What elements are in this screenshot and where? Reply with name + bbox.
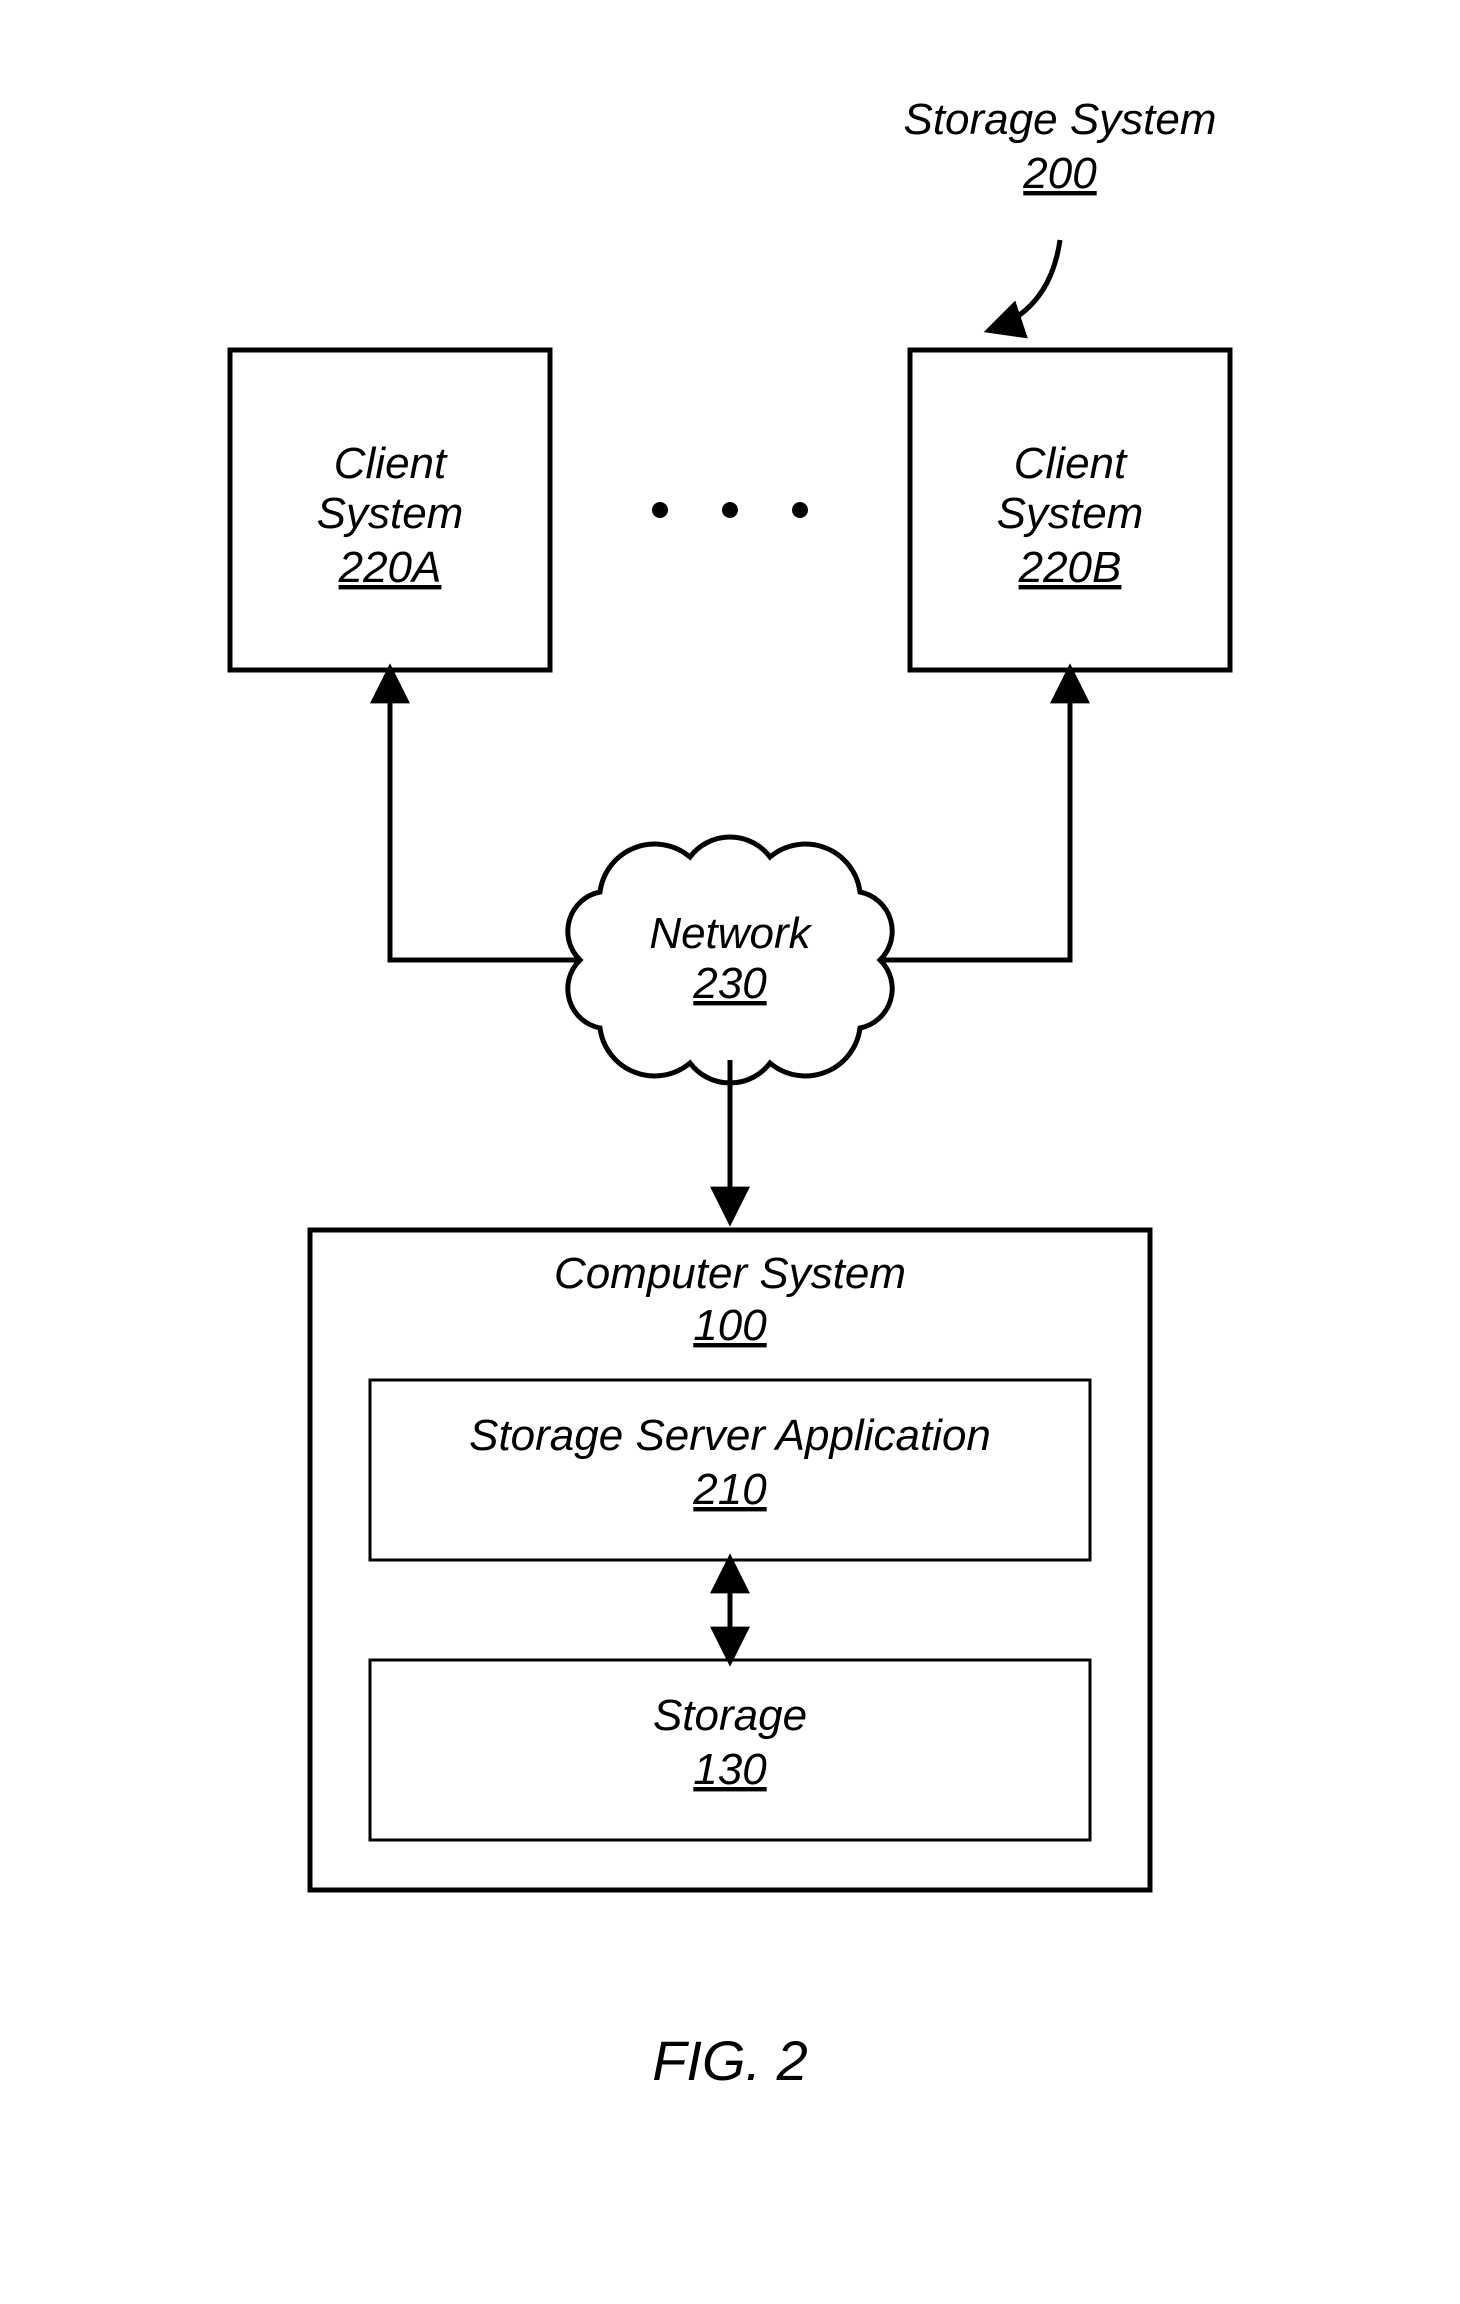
client-b-ref: 220B xyxy=(1018,543,1122,592)
computer-system-ref: 100 xyxy=(693,1301,767,1350)
network-ref: 230 xyxy=(692,959,767,1008)
ellipsis-dot-1 xyxy=(652,502,668,518)
title-ref: 200 xyxy=(1022,149,1097,198)
figure-caption: FIG. 2 xyxy=(652,2029,808,2092)
storage-ref: 130 xyxy=(693,1745,767,1794)
ellipsis-dot-2 xyxy=(722,502,738,518)
network-label: Network xyxy=(649,909,812,958)
client-a-line1: Client xyxy=(334,439,448,488)
storage-label: Storage xyxy=(653,1691,807,1740)
computer-system-label: Computer System xyxy=(554,1249,906,1298)
client-a-line2: System xyxy=(317,489,464,538)
title-line1: Storage System xyxy=(903,95,1216,144)
client-b-line1: Client xyxy=(1014,439,1128,488)
client-b-line2: System xyxy=(997,489,1144,538)
storage-server-app-ref: 210 xyxy=(692,1465,767,1514)
client-a-ref: 220A xyxy=(338,543,442,592)
storage-server-app-label: Storage Server Application xyxy=(469,1411,991,1460)
ellipsis-dot-3 xyxy=(792,502,808,518)
